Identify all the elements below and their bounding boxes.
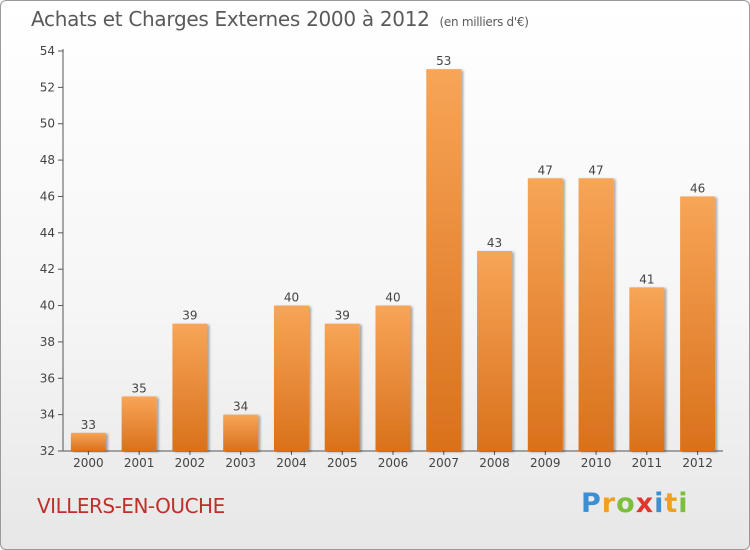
- bar-value-label: 34: [233, 400, 248, 414]
- bar-value-label: 47: [538, 163, 553, 177]
- bar-value-label: 33: [81, 418, 96, 432]
- y-tick-label: 42: [40, 262, 55, 276]
- logo-letter: x: [635, 488, 655, 519]
- y-tick-label: 44: [40, 226, 55, 240]
- bar-value-label: 40: [284, 291, 299, 305]
- bar-value-label: 46: [690, 181, 705, 195]
- x-tick-label: 2000: [73, 456, 104, 470]
- y-tick-label: 40: [40, 299, 55, 313]
- y-tick-label: 48: [40, 153, 55, 167]
- bar: [172, 323, 208, 451]
- bar-value-label: 40: [385, 291, 400, 305]
- x-tick-label: 2003: [225, 456, 256, 470]
- x-tick-label: 2004: [276, 456, 307, 470]
- bar: [121, 396, 157, 451]
- logo-letter: o: [616, 488, 636, 519]
- bar: [680, 196, 716, 451]
- x-tick-label: 2001: [124, 456, 155, 470]
- bar: [223, 414, 259, 451]
- bar-value-label: 53: [436, 54, 451, 68]
- bar: [527, 178, 563, 452]
- y-tick-label: 46: [40, 189, 55, 203]
- bar: [426, 69, 462, 451]
- y-tick-label: 32: [40, 444, 55, 458]
- bar-value-label: 39: [182, 309, 197, 323]
- y-tick-label: 34: [40, 408, 55, 422]
- y-tick-label: 50: [40, 117, 55, 131]
- chart-bars: 33 35 39 34 40 39 40 53 43 47 47 41 46: [70, 54, 716, 452]
- logo-letter: i: [678, 488, 689, 519]
- x-tick-label: 2002: [175, 456, 206, 470]
- x-tick-label: 2009: [530, 456, 561, 470]
- logo-letter: r: [601, 488, 617, 519]
- bar-value-label: 43: [487, 236, 502, 250]
- bar: [273, 305, 309, 451]
- bar: [629, 287, 665, 451]
- x-tick-label: 2012: [682, 456, 713, 470]
- bar: [324, 323, 360, 451]
- proxiti-logo: Proxiti: [581, 488, 689, 519]
- x-tick-label: 2005: [327, 456, 358, 470]
- y-tick-label: 36: [40, 371, 55, 385]
- bar: [578, 178, 614, 452]
- x-tick-label: 2011: [632, 456, 663, 470]
- x-tick-label: 2010: [581, 456, 612, 470]
- bar-value-label: 35: [132, 381, 147, 395]
- commune-name: VILLERS-EN-OUCHE: [37, 494, 225, 518]
- y-tick-label: 54: [40, 44, 55, 58]
- bar: [375, 305, 411, 451]
- bar-value-label: 41: [639, 272, 654, 286]
- y-tick-label: 38: [40, 335, 55, 349]
- bar-value-label: 39: [335, 309, 350, 323]
- bar: [70, 432, 106, 451]
- logo-letter: P: [581, 488, 602, 519]
- x-tick-label: 2006: [378, 456, 409, 470]
- logo-letter: i: [654, 488, 665, 519]
- bar: [477, 251, 513, 451]
- y-tick-label: 52: [40, 80, 55, 94]
- chart-axes: 32 34 36 38 40 42 44 46 48 50 52 54 2000 2001 2002 2003…: [40, 44, 723, 470]
- logo-letter: t: [664, 488, 679, 519]
- x-tick-label: 2007: [428, 456, 459, 470]
- chart-title: Achats et Charges Externes 2000 à 2012 (e…: [31, 7, 529, 31]
- x-tick-label: 2008: [479, 456, 510, 470]
- chart-unit: (en milliers d'€): [439, 15, 529, 29]
- bar-value-label: 47: [588, 163, 603, 177]
- chart-title-text: Achats et Charges Externes 2000 à 2012: [31, 7, 430, 31]
